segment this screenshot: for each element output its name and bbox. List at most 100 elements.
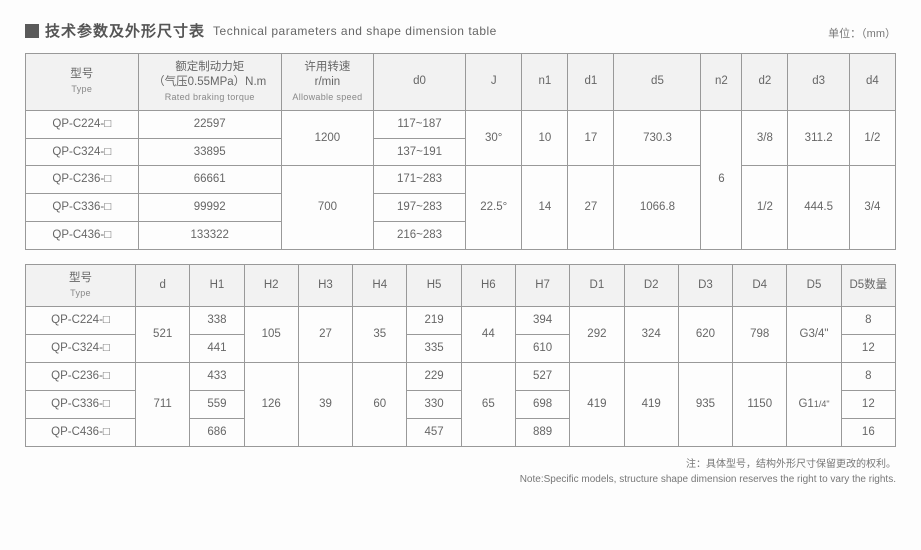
cell-H6: 65 (461, 362, 515, 446)
table-row: QP-C224-□ 521 338 105 27 35 219 44 394 2… (26, 306, 896, 334)
cell-H2: 105 (244, 306, 298, 362)
col-d2: d2 (742, 54, 788, 111)
cell-D5: G11/4" (787, 362, 841, 446)
cell-H7: 394 (515, 306, 569, 334)
cell-D1: 419 (570, 362, 624, 446)
cell-type: QP-C324-□ (26, 334, 136, 362)
cell-n2: 6 (701, 110, 742, 250)
col-d: d (136, 265, 190, 307)
table-row: QP-C224-□ 22597 1200 117~187 30° 10 17 7… (26, 110, 896, 138)
title-block: 技术参数及外形尺寸表 Technical parameters and shap… (25, 20, 497, 41)
cell-J: 30° (466, 110, 522, 166)
cell-d0: 117~187 (373, 110, 465, 138)
cell-D3: 935 (678, 362, 732, 446)
col-d3: d3 (788, 54, 849, 111)
cell-d0: 171~283 (373, 166, 465, 194)
cell-H5: 457 (407, 418, 461, 446)
cell-H5: 229 (407, 362, 461, 390)
cell-d2: 3/8 (742, 110, 788, 166)
cell-D5n: 16 (841, 418, 895, 446)
unit-label: 单位：（mm） (828, 25, 896, 41)
cell-H1: 686 (190, 418, 244, 446)
col-torque: 额定制动力矩（气压0.55MPa）N.mRated braking torque (138, 54, 281, 111)
cell-H7: 527 (515, 362, 569, 390)
col-H1: H1 (190, 265, 244, 307)
cell-d: 521 (136, 306, 190, 362)
col-D3: D3 (678, 265, 732, 307)
cell-D3: 620 (678, 306, 732, 362)
footnote-en: Note:Specific models, structure shape di… (520, 474, 896, 485)
cell-D2: 324 (624, 306, 678, 362)
cell-type: QP-C324-□ (26, 138, 139, 166)
cell-torque: 33895 (138, 138, 281, 166)
col-d0: d0 (373, 54, 465, 111)
table-row: QP-C236-□ 711 433 126 39 60 229 65 527 4… (26, 362, 896, 390)
cell-J: 22.5° (466, 166, 522, 250)
col-D5n: D5数量 (841, 265, 895, 307)
table-row: QP-C236-□ 66661 700 171~283 22.5° 14 27 … (26, 166, 896, 194)
col-H5: H5 (407, 265, 461, 307)
cell-H1: 559 (190, 390, 244, 418)
table-header-row: 型号Type d H1 H2 H3 H4 H5 H6 H7 D1 D2 D3 D… (26, 265, 896, 307)
col-d5: d5 (614, 54, 701, 111)
cell-H1: 441 (190, 334, 244, 362)
col-d4: d4 (849, 54, 895, 111)
col-type: 型号Type (26, 54, 139, 111)
cell-type: QP-C336-□ (26, 194, 139, 222)
cell-torque: 133322 (138, 222, 281, 250)
cell-speed: 700 (281, 166, 373, 250)
cell-D5n: 8 (841, 362, 895, 390)
title-en: Technical parameters and shape dimension… (213, 24, 497, 38)
cell-H3: 27 (298, 306, 352, 362)
cell-d2: 1/2 (742, 166, 788, 250)
cell-type: QP-C236-□ (26, 362, 136, 390)
title-marker-icon (25, 24, 39, 38)
cell-torque: 22597 (138, 110, 281, 138)
cell-d3: 311.2 (788, 110, 849, 166)
cell-torque: 66661 (138, 166, 281, 194)
footnote-zh: 注：具体型号，结构外形尺寸保留更改的权利。 (686, 459, 896, 470)
cell-n1: 14 (522, 166, 568, 250)
cell-D4: 1150 (733, 362, 787, 446)
col-n1: n1 (522, 54, 568, 111)
cell-H5: 330 (407, 390, 461, 418)
col-H3: H3 (298, 265, 352, 307)
cell-D1: 292 (570, 306, 624, 362)
col-H4: H4 (353, 265, 407, 307)
col-D5: D5 (787, 265, 841, 307)
cell-type: QP-C336-□ (26, 390, 136, 418)
cell-d5: 1066.8 (614, 166, 701, 250)
col-H7: H7 (515, 265, 569, 307)
cell-H6: 44 (461, 306, 515, 362)
cell-D5n: 8 (841, 306, 895, 334)
col-H6: H6 (461, 265, 515, 307)
col-n2: n2 (701, 54, 742, 111)
cell-d0: 137~191 (373, 138, 465, 166)
cell-type: QP-C436-□ (26, 418, 136, 446)
cell-D5n: 12 (841, 390, 895, 418)
cell-D2: 419 (624, 362, 678, 446)
col-type: 型号Type (26, 265, 136, 307)
cell-H4: 60 (353, 362, 407, 446)
footnote: 注：具体型号，结构外形尺寸保留更改的权利。 Note:Specific mode… (25, 457, 896, 487)
cell-speed: 1200 (281, 110, 373, 166)
page-header: 技术参数及外形尺寸表 Technical parameters and shap… (25, 20, 896, 41)
cell-H1: 433 (190, 362, 244, 390)
cell-H7: 698 (515, 390, 569, 418)
cell-n1: 10 (522, 110, 568, 166)
cell-D5n: 12 (841, 334, 895, 362)
parameters-table-2: 型号Type d H1 H2 H3 H4 H5 H6 H7 D1 D2 D3 D… (25, 264, 896, 446)
cell-d: 711 (136, 362, 190, 446)
cell-d1: 17 (568, 110, 614, 166)
cell-D5: G3/4" (787, 306, 841, 362)
cell-d3: 444.5 (788, 166, 849, 250)
cell-H7: 889 (515, 418, 569, 446)
cell-H5: 219 (407, 306, 461, 334)
cell-d0: 216~283 (373, 222, 465, 250)
cell-type: QP-C236-□ (26, 166, 139, 194)
cell-d4: 1/2 (849, 110, 895, 166)
col-J: J (466, 54, 522, 111)
cell-D4: 798 (733, 306, 787, 362)
cell-type: QP-C224-□ (26, 306, 136, 334)
table-header-row: 型号Type 额定制动力矩（气压0.55MPa）N.mRated braking… (26, 54, 896, 111)
